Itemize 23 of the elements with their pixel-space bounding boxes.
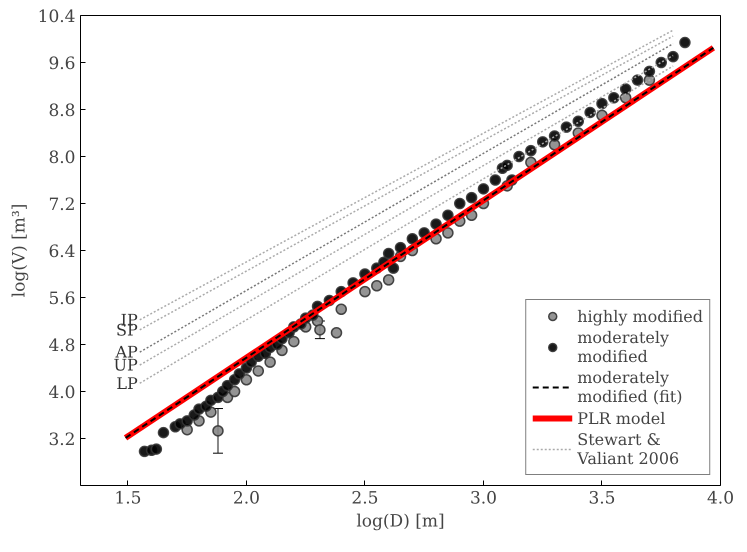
- y-axis-title: log(V) [m³]: [10, 204, 30, 298]
- y-tick-label: 7.2: [48, 195, 76, 215]
- legend-label: Stewart & Valiant 2006: [577, 430, 680, 468]
- y-tick-label: 8.0: [48, 148, 76, 168]
- y-tick-label: 3.2: [48, 430, 76, 450]
- y-tick-label: 10.4: [38, 7, 76, 27]
- annotation: LP: [116, 374, 138, 393]
- y-tick-label: 9.6: [48, 54, 76, 74]
- legend-label: PLR model: [577, 408, 666, 428]
- legend-label: moderately modified (fit): [577, 368, 682, 406]
- x-tick-label: 2.5: [351, 488, 378, 508]
- y-tick-label: 6.4: [48, 242, 76, 262]
- y-tick-label: 4.8: [48, 336, 76, 356]
- x-tick-label: 4.0: [706, 488, 734, 508]
- x-tick-label: 3.5: [588, 488, 616, 508]
- y-tick-label: 5.6: [48, 289, 76, 309]
- y-tick-label: 4.0: [48, 383, 76, 403]
- x-tick-label: 2.0: [232, 488, 260, 508]
- x-tick-label: 1.5: [114, 488, 142, 508]
- legend-label: highly modified: [577, 306, 703, 326]
- x-tick-label: 3.0: [470, 488, 497, 508]
- x-axis-title: log(D) [m]: [356, 512, 445, 532]
- y-tick-label: 8.8: [48, 101, 76, 121]
